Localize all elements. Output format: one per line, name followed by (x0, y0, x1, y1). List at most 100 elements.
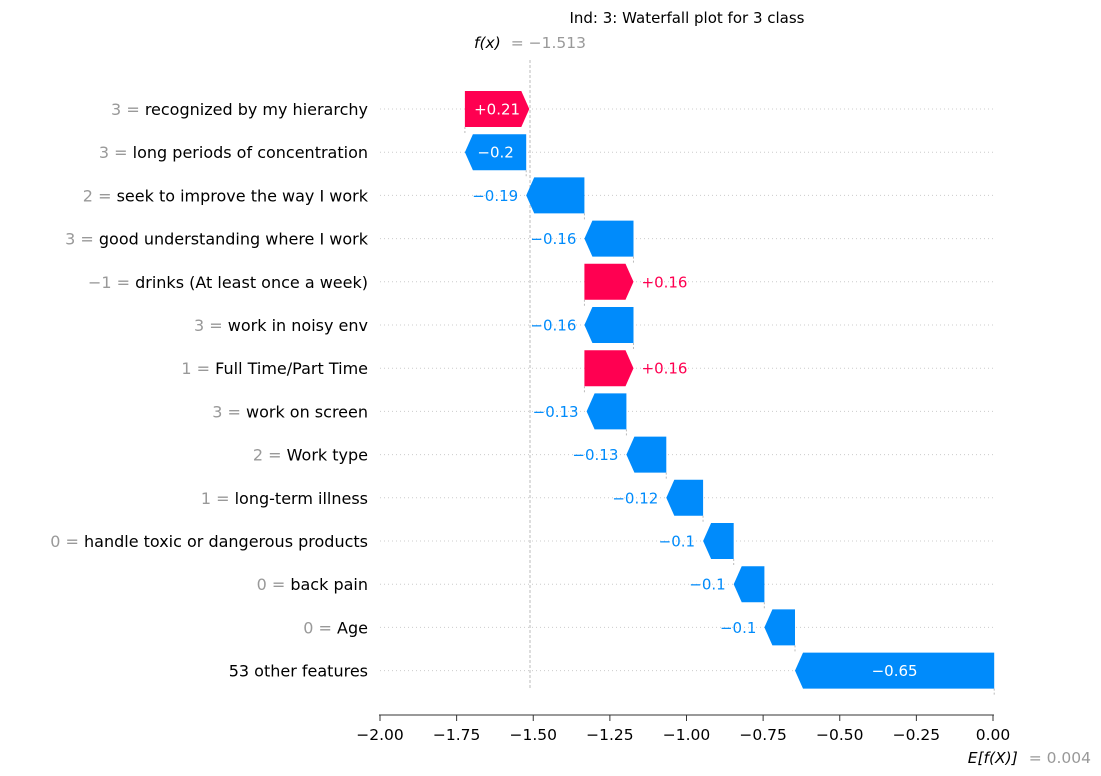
feature-name: recognized by my hierarchy (145, 100, 368, 119)
feature-label: 3 = long periods of concentration (99, 143, 368, 162)
equals-sign: = (112, 273, 136, 292)
bar-value-label: −0.1 (659, 533, 695, 551)
x-tick-label: −1.25 (586, 726, 634, 744)
x-tick-label: −1.75 (433, 726, 481, 744)
negative-contribution-bar (764, 609, 795, 646)
feature-label: 3 = good understanding where I work (65, 230, 369, 249)
x-axis-ticks: −2.00 −1.75 −1.50 −1.25 −1.00 −0.75 −0.50 −0.25… (356, 715, 1010, 744)
feature-value: 0 (303, 618, 313, 637)
fx-value: = −1.513 (511, 34, 586, 52)
bar-value-label: −0.1 (720, 619, 756, 637)
equals-sign: = (75, 230, 99, 249)
bar-value-label: −0.2 (477, 144, 513, 162)
equals-sign: = (211, 489, 235, 508)
equals-sign: = (93, 186, 117, 205)
feature-label: 0 = handle toxic or dangerous products (50, 532, 368, 551)
feature-label: 1 = Full Time/Part Time (181, 359, 368, 378)
feature-label: 3 = work on screen (212, 402, 368, 421)
feature-name: drinks (At least once a week) (135, 273, 368, 292)
feature-label: −1 = drinks (At least once a week) (88, 273, 368, 292)
feature-name: Full Time/Part Time (215, 359, 368, 378)
feature-value: −1 (88, 273, 112, 292)
feature-value: 0 (257, 575, 267, 594)
base-label: E[f(X)] (968, 749, 1018, 767)
feature-name: work in noisy env (228, 316, 368, 335)
negative-contribution-bar (795, 652, 995, 689)
negative-contribution-bar (666, 479, 704, 516)
bar-value-label: +0.21 (474, 101, 520, 119)
feature-value: 2 (253, 446, 263, 465)
x-tick-label: −0.25 (893, 726, 941, 744)
x-tick-label: −1.00 (663, 726, 711, 744)
equals-sign: = (121, 100, 145, 119)
equals-sign: = (204, 316, 228, 335)
x-tick-label: −1.50 (510, 726, 558, 744)
bar-value-label: −0.65 (872, 662, 918, 680)
feature-value: 3 (194, 316, 204, 335)
feature-value: 3 (65, 230, 75, 249)
equals-sign: = (263, 446, 287, 465)
feature-label: 3 = recognized by my hierarchy (111, 100, 368, 119)
positive-contribution-bar (584, 263, 634, 300)
feature-name: long-term illness (235, 489, 368, 508)
feature-label: 2 = Work type (253, 446, 368, 465)
feature-label: 0 = Age (303, 618, 368, 637)
feature-name: long periods of concentration (133, 143, 368, 162)
feature-value: 2 (83, 186, 93, 205)
base-annotation: E[f(X)] = 0.004 (968, 749, 1091, 767)
feature-label: 2 = seek to improve the way I work (83, 186, 369, 205)
feature-value: 1 (201, 489, 211, 508)
feature-name: Age (337, 618, 368, 637)
positive-contribution-bar (584, 350, 634, 387)
feature-label: 3 = work in noisy env (194, 316, 368, 335)
feature-name: 53 other features (229, 662, 368, 681)
bar-value-label: −0.13 (572, 446, 618, 464)
feature-name: work on screen (246, 402, 368, 421)
bar-value-label: −0.12 (612, 489, 658, 507)
equals-sign: = (222, 402, 246, 421)
equals-sign: = (313, 618, 337, 637)
chart-title: Ind: 3: Waterfall plot for 3 class (569, 9, 804, 27)
bar-value-label: −0.13 (533, 403, 579, 421)
bar-value-label: −0.19 (472, 187, 518, 205)
base-value: = 0.004 (1029, 749, 1091, 767)
bar-value-label: −0.1 (689, 576, 725, 594)
bar-value-label: −0.16 (530, 230, 576, 248)
feature-name: good understanding where I work (99, 230, 369, 249)
negative-contribution-bar (586, 393, 627, 430)
negative-contribution-bar (464, 134, 527, 171)
feature-value: 3 (212, 402, 222, 421)
feature-name: Work type (287, 446, 368, 465)
feature-value: 3 (111, 100, 121, 119)
negative-contribution-bar (626, 436, 667, 473)
bar-value-label: −0.16 (530, 317, 576, 335)
negative-contribution-bar (733, 566, 765, 603)
feature-value: 0 (50, 532, 60, 551)
negative-contribution-bar (584, 307, 634, 343)
fx-annotation: f(x) = −1.513 (474, 34, 586, 52)
fx-label: f(x) (474, 34, 501, 52)
bar-value-label: +0.16 (642, 360, 688, 378)
feature-name: back pain (290, 575, 368, 594)
feature-name: handle toxic or dangerous products (84, 532, 368, 551)
negative-contribution-bar (703, 523, 734, 559)
equals-sign: = (60, 532, 84, 551)
feature-label: 0 = back pain (257, 575, 368, 594)
x-tick-label: 0.00 (976, 726, 1011, 744)
negative-contribution-bar (584, 220, 634, 257)
x-tick-label: −0.50 (816, 726, 864, 744)
negative-contribution-bar (526, 177, 585, 214)
bar-value-label: +0.16 (642, 273, 688, 291)
equals-sign: = (267, 575, 291, 594)
equals-sign: = (109, 143, 133, 162)
bars: +0.21 −0.2 −0.19 −0.16 +0.16 −0.16 +0.16 −0.13 −… (464, 91, 995, 696)
equals-sign: = (192, 359, 216, 378)
feature-label: 53 other features (229, 662, 368, 681)
feature-name: seek to improve the way I work (117, 186, 369, 205)
positive-contribution-bar (464, 91, 530, 127)
x-tick-label: −0.75 (739, 726, 787, 744)
x-tick-label: −2.00 (356, 726, 404, 744)
feature-label: 1 = long-term illness (201, 489, 368, 508)
